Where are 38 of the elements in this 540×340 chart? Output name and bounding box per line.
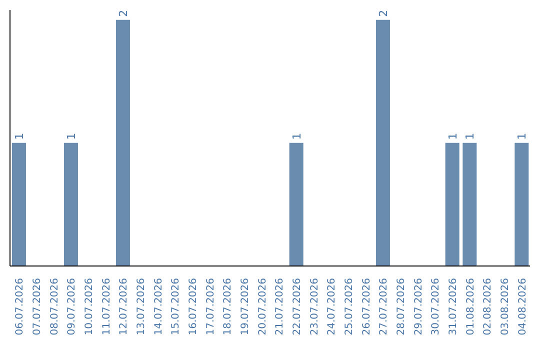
x-tick-label: 19.07.2026: [240, 278, 251, 336]
data-label: 1: [446, 132, 460, 140]
x-tick-label: 28.07.2026: [396, 278, 407, 336]
data-label: 1: [290, 132, 304, 140]
x-tick-label: 30.07.2026: [430, 278, 442, 336]
x-tick-label: 15.07.2026: [170, 278, 182, 336]
data-label: 1: [464, 132, 477, 140]
x-tick-label: 21.07.2026: [274, 278, 286, 336]
x-tick-label: 04.08.2026: [517, 278, 528, 336]
x-tick-label: 02.08.2026: [482, 278, 494, 336]
x-tick-label: 26.07.2026: [361, 278, 372, 336]
x-tick-label: 01.08.2026: [465, 278, 476, 336]
x-tick-label: 31.07.2026: [448, 278, 459, 336]
x-tick-label: 07.07.2026: [32, 278, 43, 336]
x-tick-label: 25.07.2026: [344, 278, 355, 336]
x-tick-label: 11.07.2026: [101, 278, 112, 336]
data-label: 1: [65, 132, 78, 140]
data-label: 1: [516, 132, 529, 140]
x-tick-label: 24.07.2026: [326, 278, 338, 336]
x-tick-label: 06.07.2026: [14, 278, 26, 336]
data-label: 2: [377, 10, 390, 17]
x-tick-label: 14.07.2026: [153, 278, 164, 336]
x-tick-label: 10.07.2026: [84, 278, 95, 336]
x-tick-label: 16.07.2026: [188, 278, 199, 336]
x-tick-label: 03.08.2026: [500, 278, 511, 336]
x-tick-label: 29.07.2026: [413, 278, 424, 336]
x-tick-label: 22.07.2026: [292, 278, 303, 336]
x-tick-label: 20.07.2026: [257, 278, 268, 336]
x-tick-label: 12.07.2026: [118, 278, 130, 336]
x-tick-label: 18.07.2026: [222, 278, 234, 336]
data-label: 2: [117, 10, 130, 17]
x-tick-label: 08.07.2026: [49, 278, 60, 336]
data-label: 1: [13, 132, 26, 140]
x-tick-label: 13.07.2026: [136, 278, 147, 336]
x-tick-label: 27.07.2026: [378, 278, 390, 336]
x-tick-label: 09.07.2026: [66, 278, 78, 336]
x-tick-label: 17.07.2026: [205, 278, 216, 336]
x-tick-label: 23.07.2026: [309, 278, 320, 336]
